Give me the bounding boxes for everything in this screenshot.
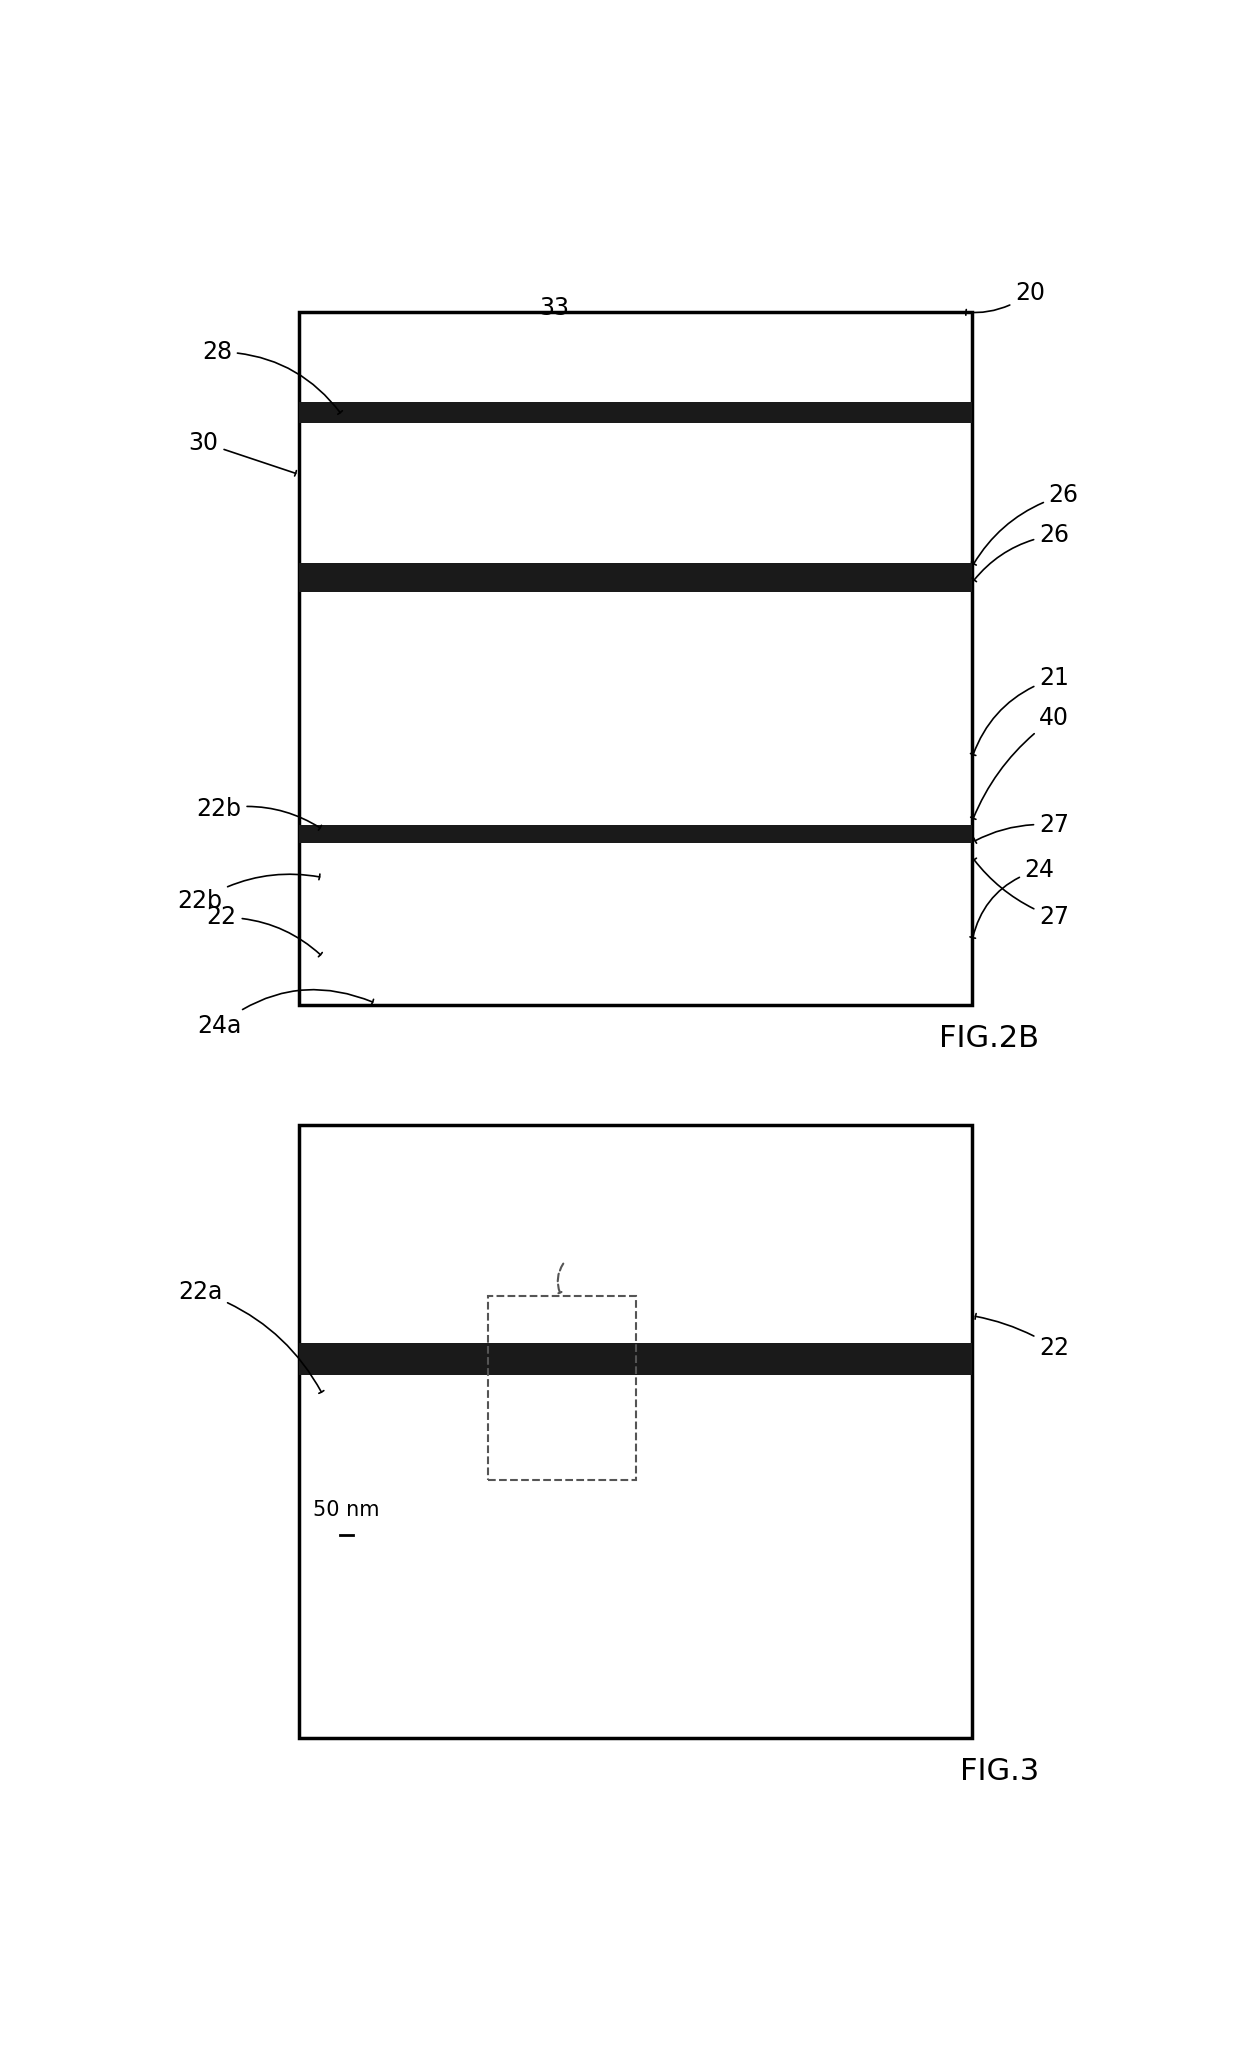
Text: 22b: 22b: [196, 797, 321, 830]
Text: 22b: 22b: [177, 873, 320, 912]
Bar: [299, 1126, 972, 1738]
Text: 22: 22: [207, 906, 322, 956]
Text: 28: 28: [202, 339, 342, 414]
Bar: [299, 563, 972, 592]
Text: 33: 33: [539, 296, 569, 321]
Text: 26: 26: [972, 523, 1069, 581]
Text: 26: 26: [971, 484, 1079, 565]
Text: 20: 20: [966, 281, 1045, 314]
Text: 30: 30: [188, 430, 296, 476]
Bar: [299, 401, 972, 422]
Text: 40: 40: [971, 706, 1069, 819]
Bar: [487, 1297, 635, 1479]
Bar: [299, 826, 972, 842]
Text: FIG.3: FIG.3: [960, 1757, 1039, 1786]
Text: 22: 22: [975, 1314, 1069, 1359]
Text: 24: 24: [970, 859, 1055, 937]
Text: 21: 21: [971, 666, 1069, 755]
Text: 27: 27: [972, 859, 1069, 929]
Text: 27: 27: [973, 813, 1069, 844]
Text: FIG.2B: FIG.2B: [939, 1024, 1039, 1053]
Text: 24a: 24a: [197, 989, 373, 1039]
Text: 22a: 22a: [177, 1281, 324, 1392]
Text: 50 nm: 50 nm: [312, 1500, 379, 1519]
Bar: [299, 312, 972, 1006]
Bar: [299, 1343, 972, 1374]
